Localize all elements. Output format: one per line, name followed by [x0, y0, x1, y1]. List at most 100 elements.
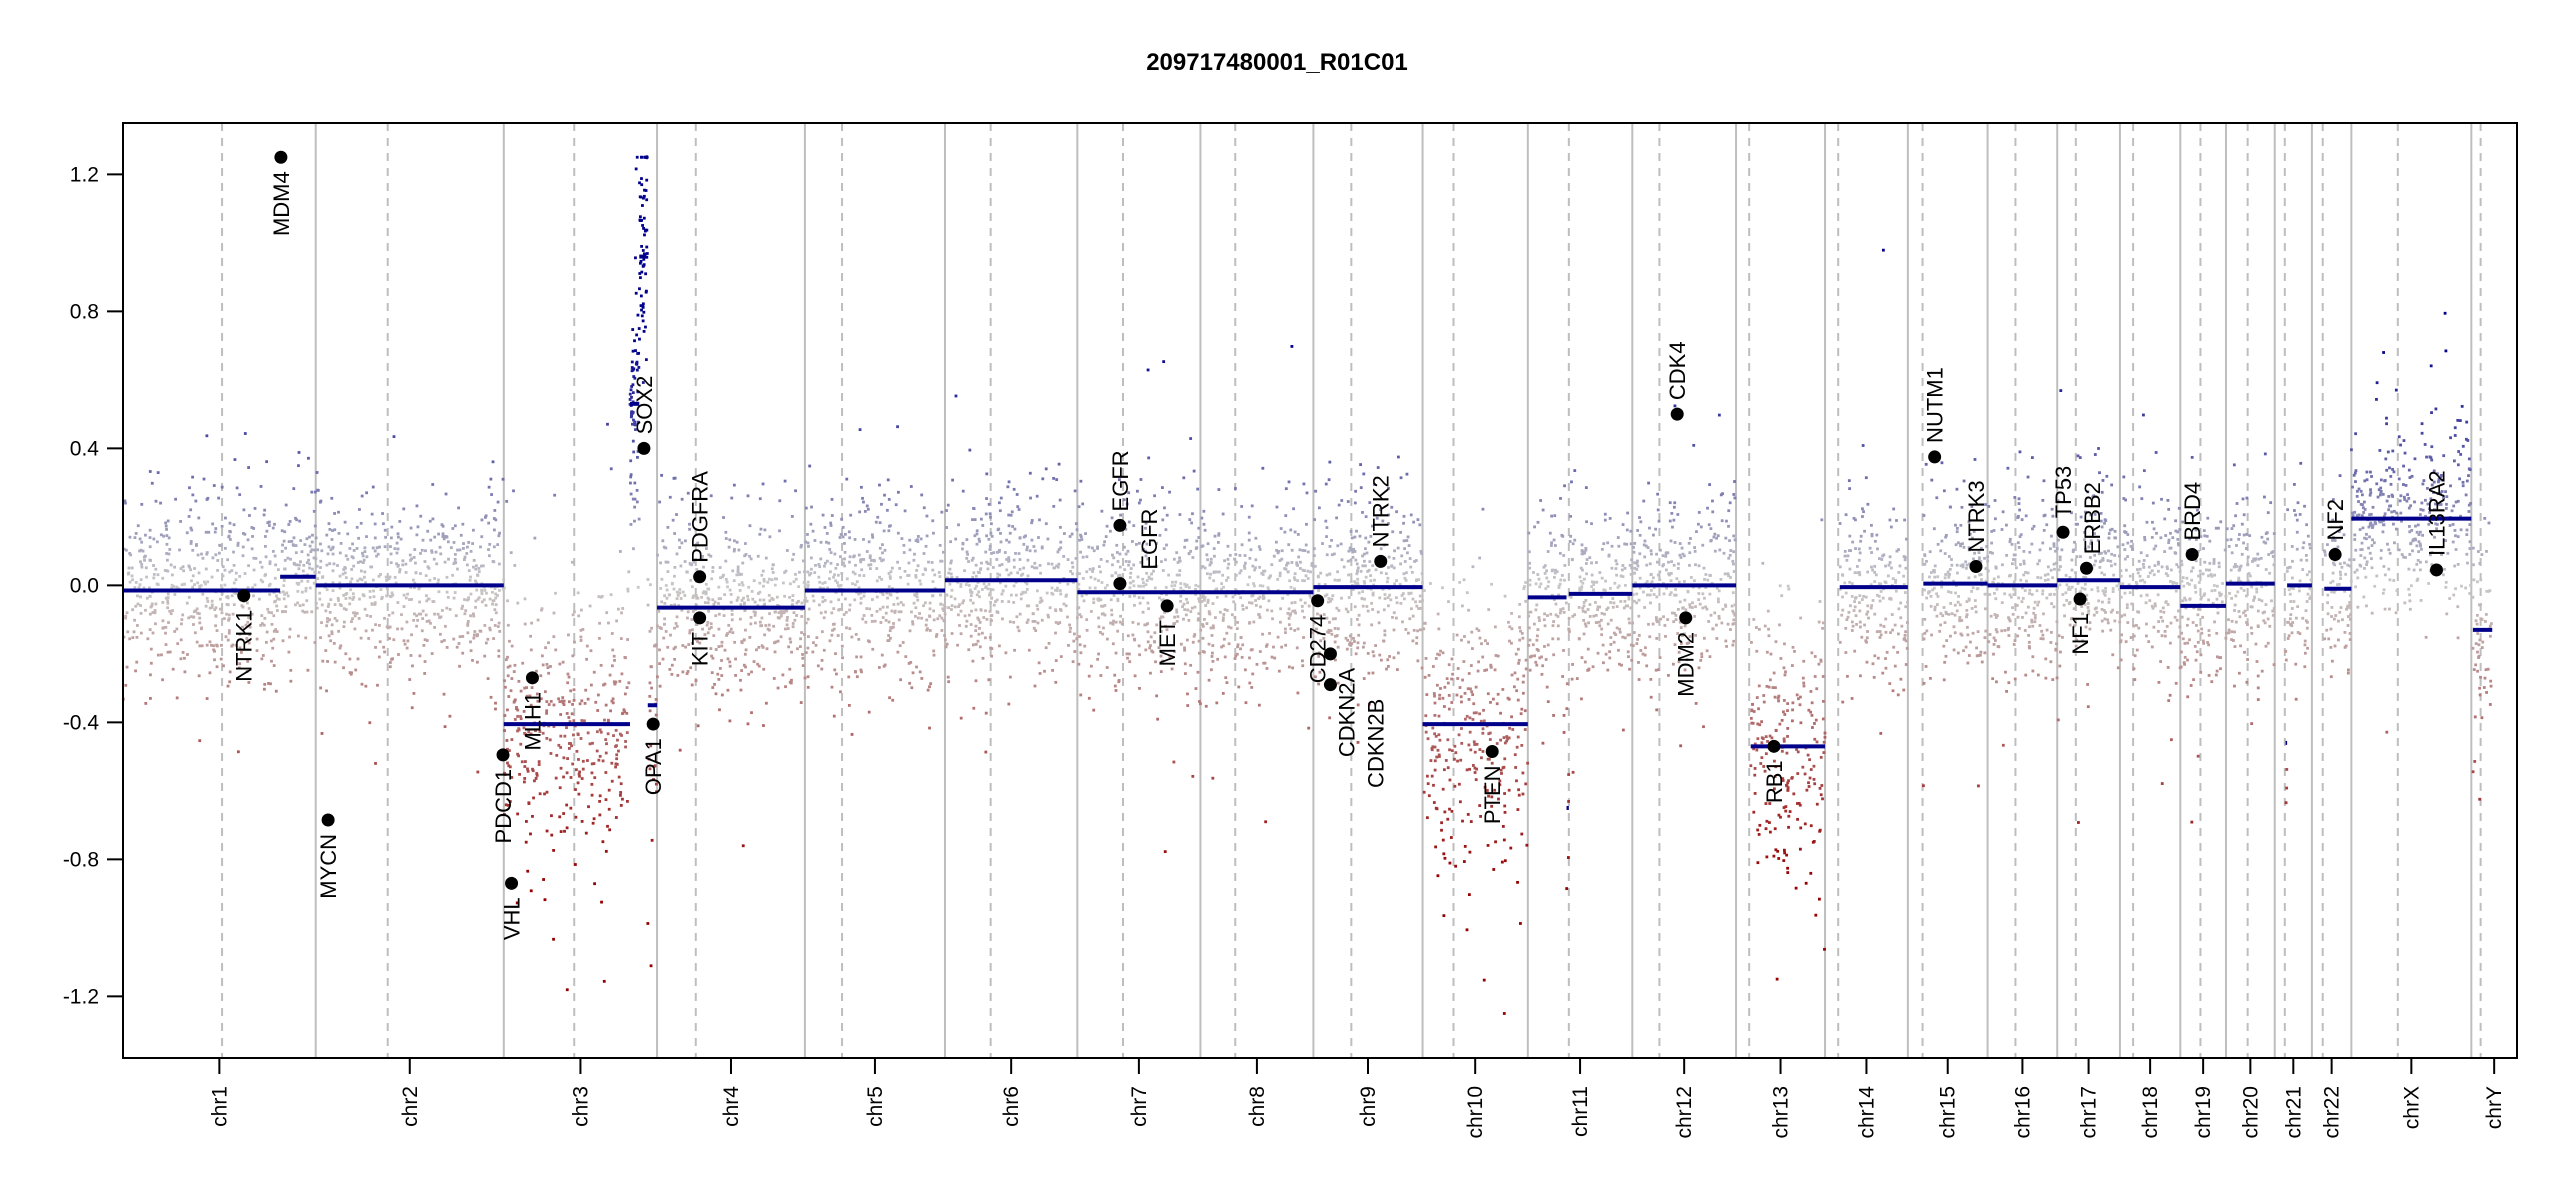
probe-point	[894, 503, 898, 507]
probe-point	[1387, 664, 1390, 668]
probe-point	[887, 572, 891, 575]
probe-point	[975, 532, 979, 536]
probe-point	[1609, 636, 1613, 639]
probe-point	[1005, 558, 1009, 561]
probe-point	[371, 578, 375, 582]
probe-point	[1294, 611, 1297, 615]
probe-point	[522, 726, 526, 730]
probe-point	[394, 581, 398, 585]
probe-point	[206, 580, 210, 584]
probe-point	[649, 964, 653, 968]
probe-point	[1277, 669, 1281, 673]
probe-point	[484, 604, 488, 607]
probe-point	[1439, 687, 1442, 690]
probe-point	[604, 703, 608, 707]
probe-point	[1536, 628, 1540, 631]
probe-point	[1673, 611, 1676, 615]
probe-point	[974, 608, 978, 612]
probe-point	[1404, 628, 1408, 631]
probe-point	[1443, 685, 1447, 689]
probe-point	[175, 585, 179, 589]
probe-point	[888, 696, 891, 700]
probe-point	[1243, 554, 1247, 557]
probe-point	[565, 712, 569, 715]
probe-point	[161, 576, 165, 580]
probe-point	[413, 581, 417, 585]
probe-point	[943, 638, 947, 642]
probe-point	[453, 560, 457, 564]
probe-point	[122, 547, 126, 551]
probe-point	[1372, 583, 1376, 587]
probe-point	[516, 752, 520, 756]
probe-point	[1311, 631, 1315, 635]
probe-point	[1592, 614, 1596, 618]
probe-point	[1216, 657, 1220, 661]
probe-point	[504, 658, 508, 662]
probe-point	[1485, 789, 1489, 792]
probe-point	[1688, 605, 1692, 609]
probe-point	[915, 595, 919, 599]
probe-point	[466, 619, 470, 623]
probe-point	[1143, 623, 1147, 627]
probe-point	[640, 177, 643, 180]
probe-point	[1284, 643, 1288, 647]
probe-point	[1604, 579, 1608, 583]
probe-point	[1538, 585, 1542, 589]
probe-point	[1305, 491, 1309, 495]
probe-point	[720, 640, 724, 644]
probe-point	[219, 597, 222, 601]
probe-point	[855, 580, 859, 584]
probe-point	[625, 731, 629, 734]
probe-point	[401, 563, 405, 567]
probe-point	[433, 577, 437, 580]
probe-point	[1211, 651, 1214, 655]
probe-point	[1350, 536, 1354, 540]
probe-point	[1348, 546, 1352, 550]
probe-point	[1676, 607, 1680, 611]
probe-point	[1014, 593, 1018, 597]
probe-point	[738, 589, 742, 592]
probe-point	[1675, 577, 1679, 581]
probe-point	[786, 627, 790, 630]
probe-point	[352, 595, 356, 599]
probe-point	[1436, 874, 1440, 878]
probe-point	[1471, 693, 1475, 697]
probe-point	[1131, 540, 1134, 543]
probe-point	[1148, 646, 1152, 650]
probe-point	[638, 181, 641, 185]
probe-point	[711, 570, 715, 573]
probe-point	[1336, 645, 1340, 649]
probe-point	[559, 734, 563, 738]
probe-point	[1096, 547, 1099, 550]
probe-point	[1101, 604, 1105, 608]
probe-point	[1025, 604, 1029, 608]
probe-point	[150, 481, 154, 485]
probe-point	[1267, 588, 1271, 592]
probe-point	[1160, 615, 1163, 619]
probe-point	[1443, 856, 1447, 860]
probe-point	[1165, 543, 1168, 547]
probe-point	[388, 661, 392, 664]
probe-point	[994, 600, 997, 603]
probe-point	[202, 477, 206, 481]
probe-point	[211, 522, 215, 526]
probe-point	[1421, 581, 1424, 585]
probe-point	[1618, 662, 1621, 666]
probe-point	[1482, 719, 1486, 723]
probe-point	[344, 566, 347, 570]
probe-point	[1162, 360, 1166, 364]
probe-point	[263, 544, 267, 548]
probe-point	[488, 626, 492, 630]
probe-point	[712, 603, 716, 606]
probe-point	[1777, 699, 1780, 703]
probe-point	[663, 594, 666, 598]
probe-point	[510, 738, 514, 741]
probe-point	[876, 515, 880, 519]
probe-point	[920, 677, 924, 680]
probe-point	[1584, 624, 1588, 628]
probe-point	[1450, 657, 1454, 661]
probe-point	[1750, 641, 1753, 644]
probe-point	[528, 694, 532, 698]
probe-point	[950, 559, 953, 563]
probe-point	[376, 683, 379, 687]
